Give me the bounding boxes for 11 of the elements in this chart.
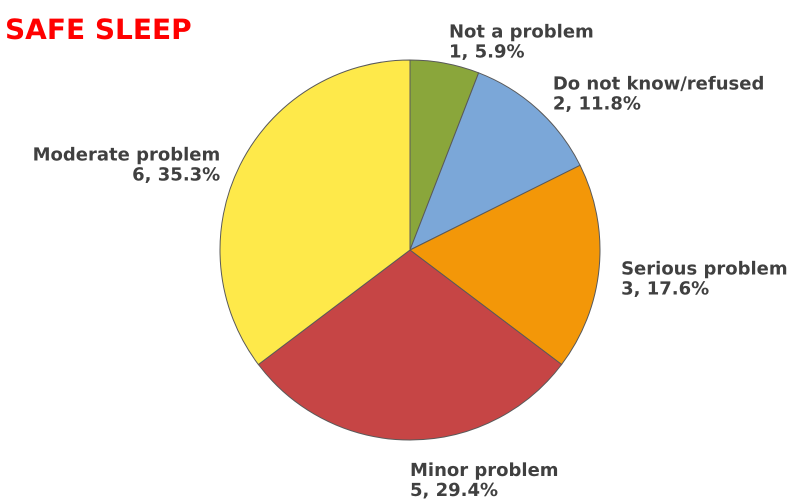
data-label: 2, 11.8%: [552, 93, 641, 114]
slice-label: Minor problem: [410, 460, 559, 481]
data-label: 3, 17.6%: [621, 278, 710, 300]
slice-label: Serious problem: [621, 258, 788, 280]
chart-title: SAFE SLEEP: [5, 13, 192, 46]
data-label: 1, 5.9%: [448, 42, 525, 63]
data-label: 5, 29.4%: [410, 480, 498, 500]
data-label: 6, 35.3%: [132, 164, 220, 186]
slice-label: Do not know/refused: [552, 73, 764, 94]
slice-label: Not a problem: [448, 22, 594, 43]
slice-label: Moderate problem: [32, 144, 220, 166]
